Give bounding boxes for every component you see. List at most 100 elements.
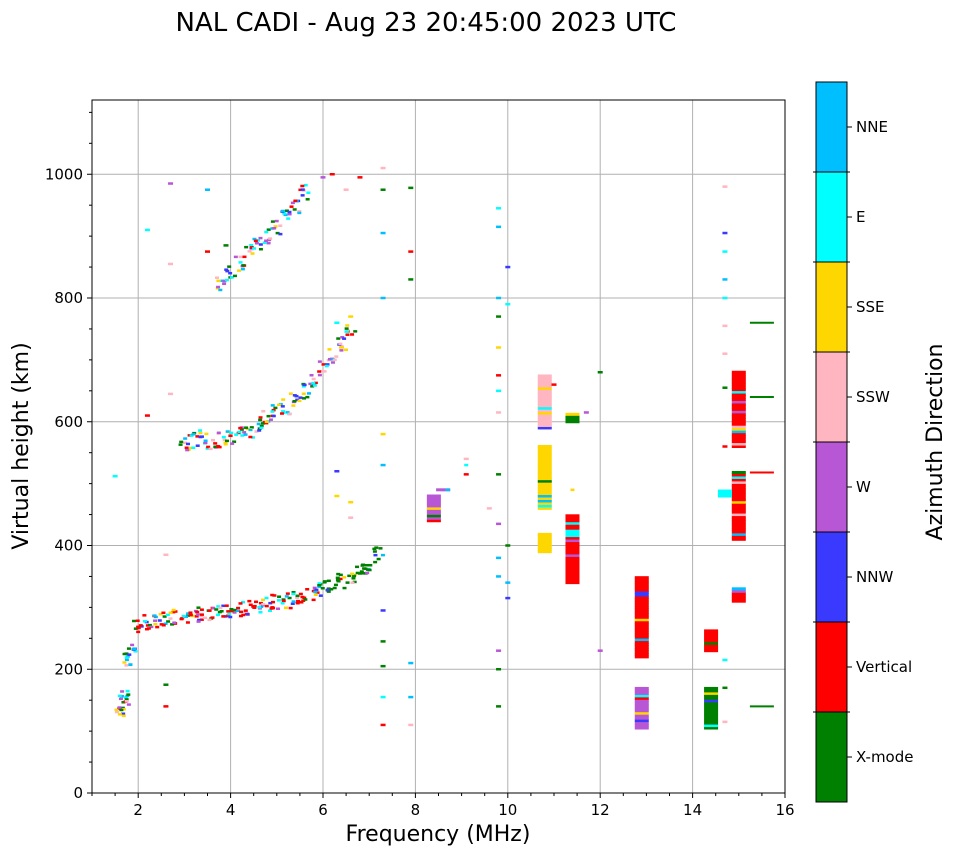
echo-column-mark — [565, 553, 580, 557]
echo-mark — [124, 698, 129, 701]
echo-mark — [238, 255, 243, 259]
echo-mark — [408, 186, 414, 190]
echo-mark — [336, 572, 341, 576]
x-tick-label: 8 — [411, 801, 421, 819]
echo-column-mark — [731, 589, 746, 593]
echo-mark — [342, 337, 347, 340]
echo-mark — [266, 414, 271, 418]
echo-mark — [311, 377, 316, 381]
echo-column-mark — [731, 515, 746, 519]
echo-column-mark — [704, 696, 719, 700]
echo-mark — [172, 621, 177, 624]
echo-mark — [168, 611, 173, 614]
echo-mark — [247, 599, 252, 603]
echo-mark — [350, 572, 355, 576]
echo-column-mark — [731, 495, 746, 499]
echo-mark — [249, 426, 254, 429]
echo-column-mark — [704, 641, 719, 645]
echo-mark — [289, 205, 294, 208]
echo-column-mark — [731, 490, 746, 494]
echo-mark — [496, 522, 502, 526]
echo-mark — [216, 279, 221, 283]
echo-column-mark — [426, 511, 441, 515]
y-axis-label: Virtual height (km) — [9, 342, 34, 549]
echo-column-mark — [537, 459, 552, 463]
echo-mark — [206, 445, 211, 449]
echo-column-mark — [634, 696, 649, 700]
echo-mark — [339, 349, 344, 352]
echo-mark — [184, 446, 189, 450]
echo-mark — [380, 463, 386, 467]
echo-mark — [257, 605, 262, 609]
echo-mark — [320, 587, 325, 590]
echo-column-mark — [537, 537, 552, 541]
x-tick-label: 16 — [775, 801, 794, 819]
echo-column-mark — [731, 537, 746, 541]
echo-mark — [121, 701, 126, 704]
echo-column-mark — [704, 719, 719, 723]
echo-mark — [224, 439, 229, 443]
echo-column-mark — [704, 689, 719, 693]
echo-mark — [298, 188, 303, 192]
echo-column-mark — [731, 375, 746, 379]
echo-mark — [300, 184, 305, 188]
echo-column-mark — [731, 390, 746, 394]
echo-mark — [124, 658, 129, 662]
echo-mark — [124, 664, 129, 667]
echo-mark — [233, 255, 238, 259]
echo-column-mark — [731, 500, 746, 504]
echo-mark — [183, 437, 188, 440]
colorbar-label: W — [856, 478, 871, 496]
echo-column-mark — [436, 488, 451, 492]
echo-mark — [305, 395, 310, 399]
echo-column-mark — [731, 395, 746, 399]
echo-mark — [257, 429, 262, 432]
echo-mark — [227, 265, 232, 268]
echo-mark — [238, 602, 243, 605]
echo-column-mark — [537, 423, 552, 427]
echo-mark — [496, 374, 502, 377]
colorbar-label: NNW — [856, 568, 893, 586]
echo-mark — [258, 601, 263, 605]
echo-column-mark — [704, 649, 719, 653]
echo-mark — [281, 598, 286, 601]
echo-mark — [183, 441, 188, 445]
echo-mark — [184, 615, 189, 618]
echo-mark — [322, 581, 327, 584]
echo-mark — [366, 568, 371, 571]
echo-mark — [496, 649, 502, 652]
echo-column-mark — [704, 631, 719, 635]
echo-mark — [313, 381, 318, 385]
echo-mark — [372, 547, 377, 551]
x-tick-label: 10 — [498, 801, 517, 819]
echo-column-mark — [565, 576, 580, 580]
echo-mark — [244, 426, 249, 429]
echo-column-mark — [634, 704, 649, 708]
echo-mark — [205, 250, 210, 253]
echo-column-mark — [634, 595, 649, 599]
echo-mark — [361, 563, 366, 567]
echo-mark — [334, 355, 339, 358]
echo-mark — [334, 494, 340, 498]
echo-mark — [215, 276, 220, 279]
echo-mark — [247, 250, 252, 253]
echo-column-mark — [537, 426, 552, 430]
echo-mark — [204, 432, 209, 436]
echo-mark — [408, 250, 414, 253]
echo-mark — [345, 324, 350, 327]
echo-mark — [597, 649, 603, 652]
echo-column-mark — [634, 618, 649, 622]
echo-column-mark — [565, 526, 580, 530]
echo-column-mark — [731, 530, 746, 534]
echo-mark — [232, 440, 237, 443]
echo-mark — [324, 364, 329, 368]
echo-column-mark — [731, 417, 746, 421]
echo-mark — [278, 232, 283, 236]
echo-mark — [496, 556, 502, 560]
echo-column-mark — [731, 485, 746, 489]
echo-mark — [274, 219, 279, 223]
echo-mark — [380, 231, 386, 235]
echo-column-mark — [634, 699, 649, 703]
echo-mark — [211, 438, 216, 442]
echo-mark — [300, 194, 305, 197]
